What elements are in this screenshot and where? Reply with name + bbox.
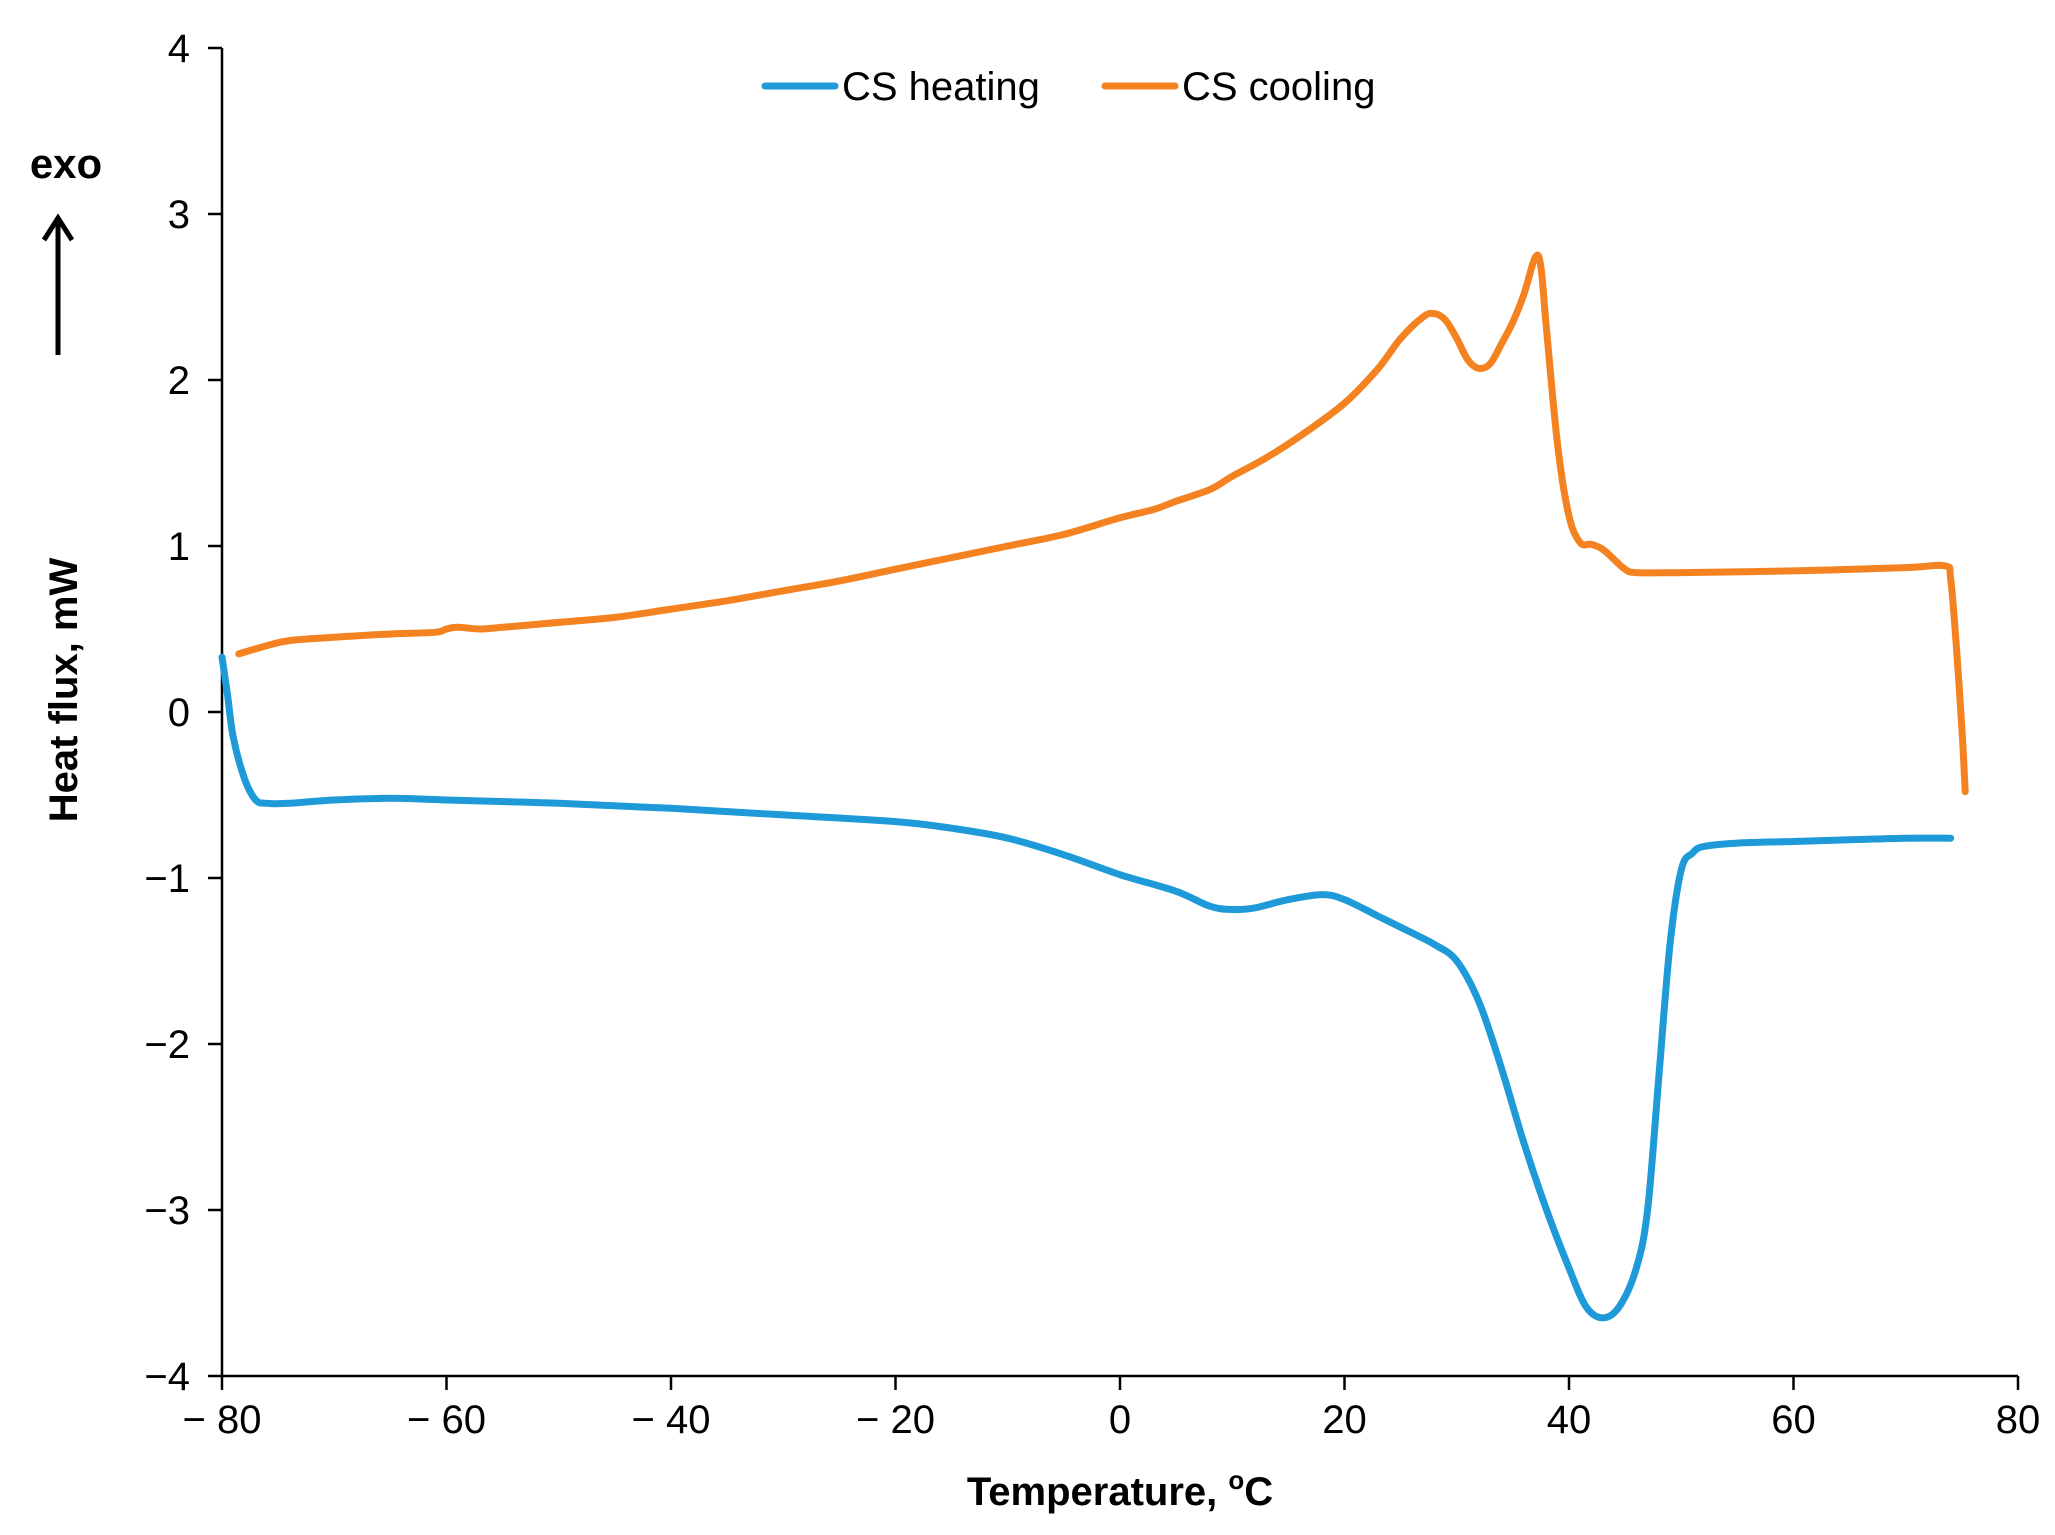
legend: CS heating CS cooling (761, 65, 1375, 109)
y-tick-label: −3 (144, 1189, 190, 1233)
legend-label-cooling: CS cooling (1182, 65, 1375, 109)
y-tick-label: 3 (168, 193, 190, 237)
x-axis-ticks: − 80 − 60 − 40 − 20 0 20 40 60 80 (183, 1376, 2041, 1442)
x-tick-label: − 80 (183, 1398, 262, 1442)
x-tick-label: − 40 (632, 1398, 711, 1442)
exo-arrow-head-icon (41, 213, 75, 242)
y-tick-label: 0 (168, 691, 190, 735)
y-tick-label: −2 (144, 1023, 190, 1067)
x-tick-label: 0 (1109, 1398, 1131, 1442)
y-tick-label: −1 (144, 857, 190, 901)
y-axis-title: Heat flux, mW (42, 558, 86, 823)
series-line-cs-cooling (235, 251, 1969, 796)
y-tick-label: 2 (168, 359, 190, 403)
x-tick-label: − 20 (856, 1398, 935, 1442)
x-tick-label: 40 (1547, 1398, 1592, 1442)
exo-annotation: exo (30, 140, 102, 355)
y-tick-label: 1 (168, 525, 190, 569)
y-axis-ticks: −4 −3 −2 −1 0 1 2 3 4 (144, 27, 222, 1399)
exo-label: exo (30, 140, 102, 187)
y-tick-label: 4 (168, 27, 190, 71)
x-tick-label: − 60 (407, 1398, 486, 1442)
x-axis-title-unit: C (1244, 1470, 1273, 1514)
legend-label-heating: CS heating (842, 65, 1040, 109)
x-tick-label: 60 (1771, 1398, 1816, 1442)
y-tick-label: −4 (144, 1355, 190, 1399)
x-tick-label: 20 (1322, 1398, 1367, 1442)
x-axis-title: Temperature, oC (967, 1465, 1273, 1514)
series-layer (218, 251, 1969, 1322)
x-axis-title-unit-sup: o (1228, 1465, 1244, 1495)
series-line-cs-heating (218, 653, 1955, 1322)
x-axis-title-main: Temperature, (967, 1470, 1229, 1514)
axes (220, 48, 2018, 1378)
x-tick-label: 80 (1996, 1398, 2041, 1442)
